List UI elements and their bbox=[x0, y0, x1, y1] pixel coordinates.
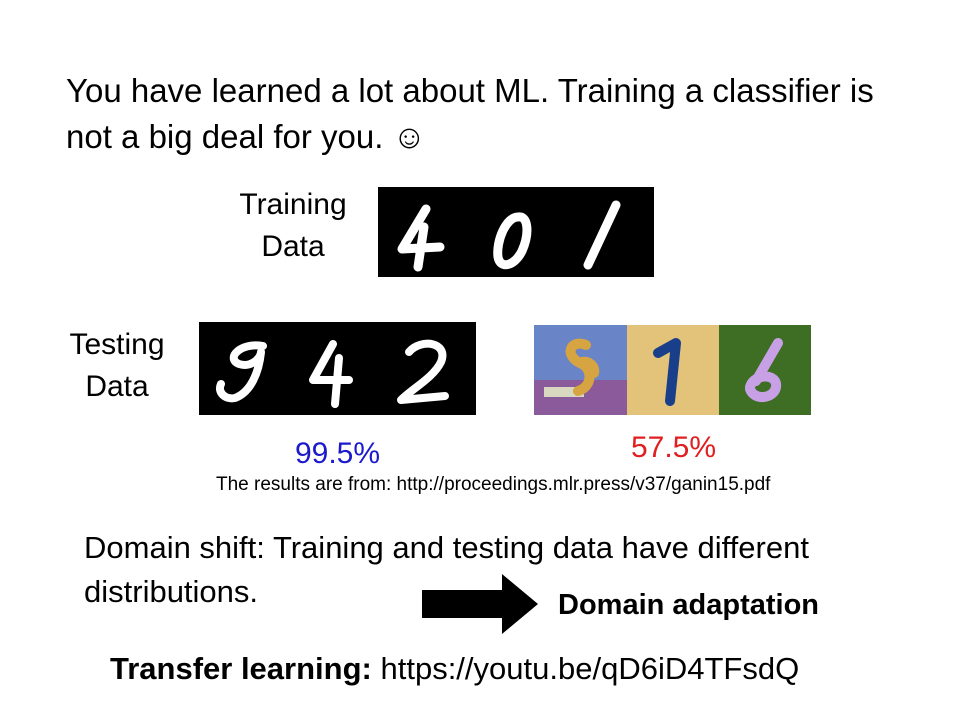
transfer-learning-url[interactable]: https://youtu.be/qD6iD4TFsdQ bbox=[380, 651, 800, 686]
intro-line-1: You have learned a lot about ML. Trainin… bbox=[66, 72, 874, 109]
intro-text: You have learned a lot about ML. Trainin… bbox=[66, 68, 926, 160]
domain-adaptation-label: Domain adaptation bbox=[558, 589, 820, 621]
transfer-learning-label: Transfer learning: bbox=[110, 651, 372, 686]
testing-label-line-1: Testing bbox=[69, 328, 165, 361]
training-data-label: Training Data bbox=[222, 184, 364, 268]
testing-data-label: Testing Data bbox=[52, 324, 182, 408]
right-arrow-icon bbox=[422, 574, 542, 634]
domain-shift-text: Domain shift: Training and testing data … bbox=[84, 526, 934, 614]
source-note: The results are from: http://proceedings… bbox=[216, 474, 771, 495]
transfer-learning-line: Transfer learning: https://youtu.be/qD6i… bbox=[110, 648, 910, 690]
accuracy-mnistm: 57.5% bbox=[630, 431, 717, 464]
domain-shift-line-1: Domain shift: Training and testing data … bbox=[84, 530, 809, 565]
training-digits-image bbox=[378, 187, 654, 277]
accuracy-mnist: 99.5% bbox=[294, 437, 381, 470]
testing-digits-colored-image bbox=[534, 325, 811, 415]
training-label-line-2: Data bbox=[261, 230, 325, 263]
domain-shift-line-2: distributions. bbox=[84, 574, 259, 609]
testing-label-line-2: Data bbox=[85, 370, 149, 403]
intro-line-2: not a big deal for you. ☺ bbox=[66, 118, 427, 155]
testing-digits-image bbox=[199, 322, 476, 415]
training-label-line-1: Training bbox=[239, 188, 347, 221]
